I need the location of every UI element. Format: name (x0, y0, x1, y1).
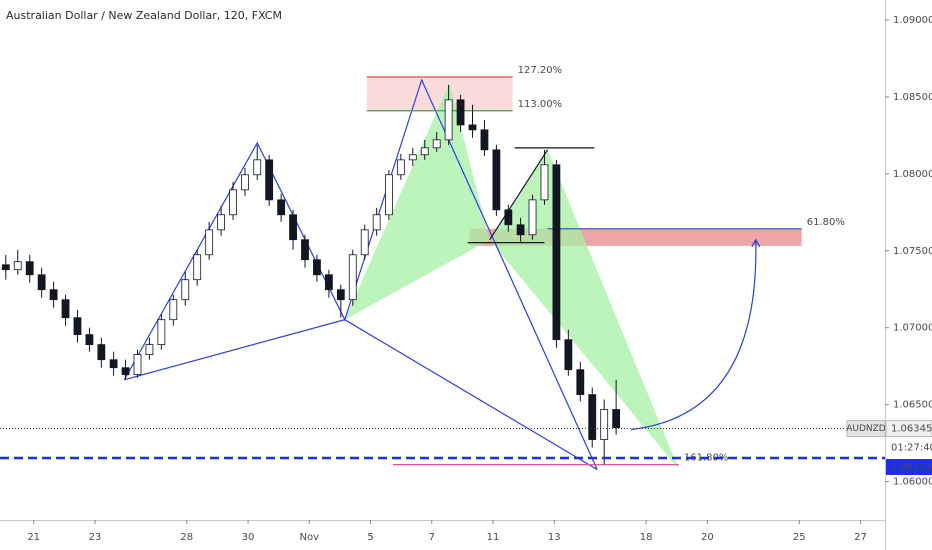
arrow-head (751, 238, 761, 248)
candle-body (480, 129, 489, 151)
candle-body (145, 344, 154, 356)
level-badge (886, 459, 932, 475)
pattern-triangle (489, 149, 679, 470)
x-tick-label: 25 (793, 532, 806, 543)
candle-body (277, 199, 286, 216)
candle-body (73, 317, 82, 336)
y-tick-label: 1.08500 (893, 92, 932, 103)
candle-body (600, 409, 609, 440)
x-tick-label: Nov (300, 532, 320, 543)
candle-body (588, 394, 597, 440)
candle-body (97, 344, 106, 361)
candle-body (336, 289, 345, 301)
level-label: 113.00% (518, 99, 563, 110)
candle-body (468, 124, 477, 131)
candle-body (217, 214, 225, 231)
candle-body (385, 174, 393, 216)
candle-body (576, 369, 585, 396)
x-tick-label: 7 (429, 532, 435, 543)
candle-body (37, 274, 46, 291)
last-price-label: 1.06345 (891, 423, 932, 434)
candle-body (456, 99, 465, 126)
candle-body (420, 147, 429, 156)
y-tick-label: 1.06500 (893, 400, 932, 411)
candle-body (540, 164, 549, 201)
x-tick-label: 5 (367, 532, 373, 543)
candle-body (49, 289, 58, 301)
drawings: 127.20%113.00%61.80%161.80% (123, 65, 845, 471)
candle-body (612, 409, 621, 428)
candle-body (313, 259, 321, 276)
candle-body (61, 299, 70, 319)
x-tick-label: 13 (548, 532, 561, 543)
candle-body (13, 261, 22, 271)
x-tick-label: 23 (89, 532, 102, 543)
candle-body (348, 254, 357, 301)
x-tick-label: 30 (242, 532, 255, 543)
candle-body (229, 189, 237, 216)
last-price-badge (885, 419, 932, 437)
candle-body (432, 139, 441, 149)
candle-body (552, 164, 561, 341)
x-tick-label: 11 (487, 532, 500, 543)
x-tick-label: 18 (640, 532, 653, 543)
candles (1, 84, 621, 465)
candle-body (265, 159, 274, 201)
candle-body (157, 319, 166, 346)
candle-body (516, 224, 525, 236)
pattern-triangle (344, 82, 490, 320)
y-tick-label: 1.07000 (893, 323, 932, 334)
symbol-label: AUDNZD (846, 424, 886, 434)
x-tick-label: 28 (180, 532, 193, 543)
candle-body (241, 174, 249, 191)
candle-body (25, 261, 34, 276)
candle-body (205, 229, 214, 256)
projection-arrow (631, 239, 757, 431)
candle-body (193, 254, 202, 281)
x-tick-label: 27 (854, 532, 867, 543)
y-tick-label: 1.09000 (893, 15, 932, 26)
candle-body (133, 354, 142, 376)
candle-body (396, 159, 405, 176)
pattern-line (489, 149, 549, 241)
level-label: 61.80% (807, 217, 845, 228)
y-tick-label: 1.08000 (893, 169, 932, 180)
candle-body (181, 279, 190, 301)
candle-body (289, 214, 297, 241)
candle-body (121, 367, 130, 376)
candle-body (109, 359, 118, 369)
candle-body (169, 299, 178, 321)
candle-body (564, 339, 573, 371)
candle-body (492, 149, 501, 211)
countdown-label: 01:27:40 (891, 442, 932, 453)
candle-body (360, 229, 369, 256)
candle-body (301, 239, 309, 261)
candle-body (504, 209, 513, 226)
candle-body (85, 334, 94, 346)
candle-body (1, 264, 10, 271)
candle-body (253, 159, 262, 176)
candle-body (528, 199, 537, 236)
level-label: 1.06153 (891, 462, 932, 473)
candle-body (372, 214, 381, 231)
x-tick-label: 21 (27, 532, 40, 543)
chart-title: Australian Dollar / New Zealand Dollar, … (6, 9, 282, 22)
level-label: 127.20% (518, 65, 563, 76)
pattern-line (124, 319, 598, 471)
y-tick-label: 1.07500 (893, 246, 932, 257)
candle-body (324, 274, 333, 291)
x-tick-label: 20 (701, 532, 714, 543)
candle-body (444, 99, 453, 141)
symbol-badge (846, 419, 886, 437)
candle-body (408, 154, 417, 161)
y-tick-label: 1.06000 (893, 477, 932, 488)
